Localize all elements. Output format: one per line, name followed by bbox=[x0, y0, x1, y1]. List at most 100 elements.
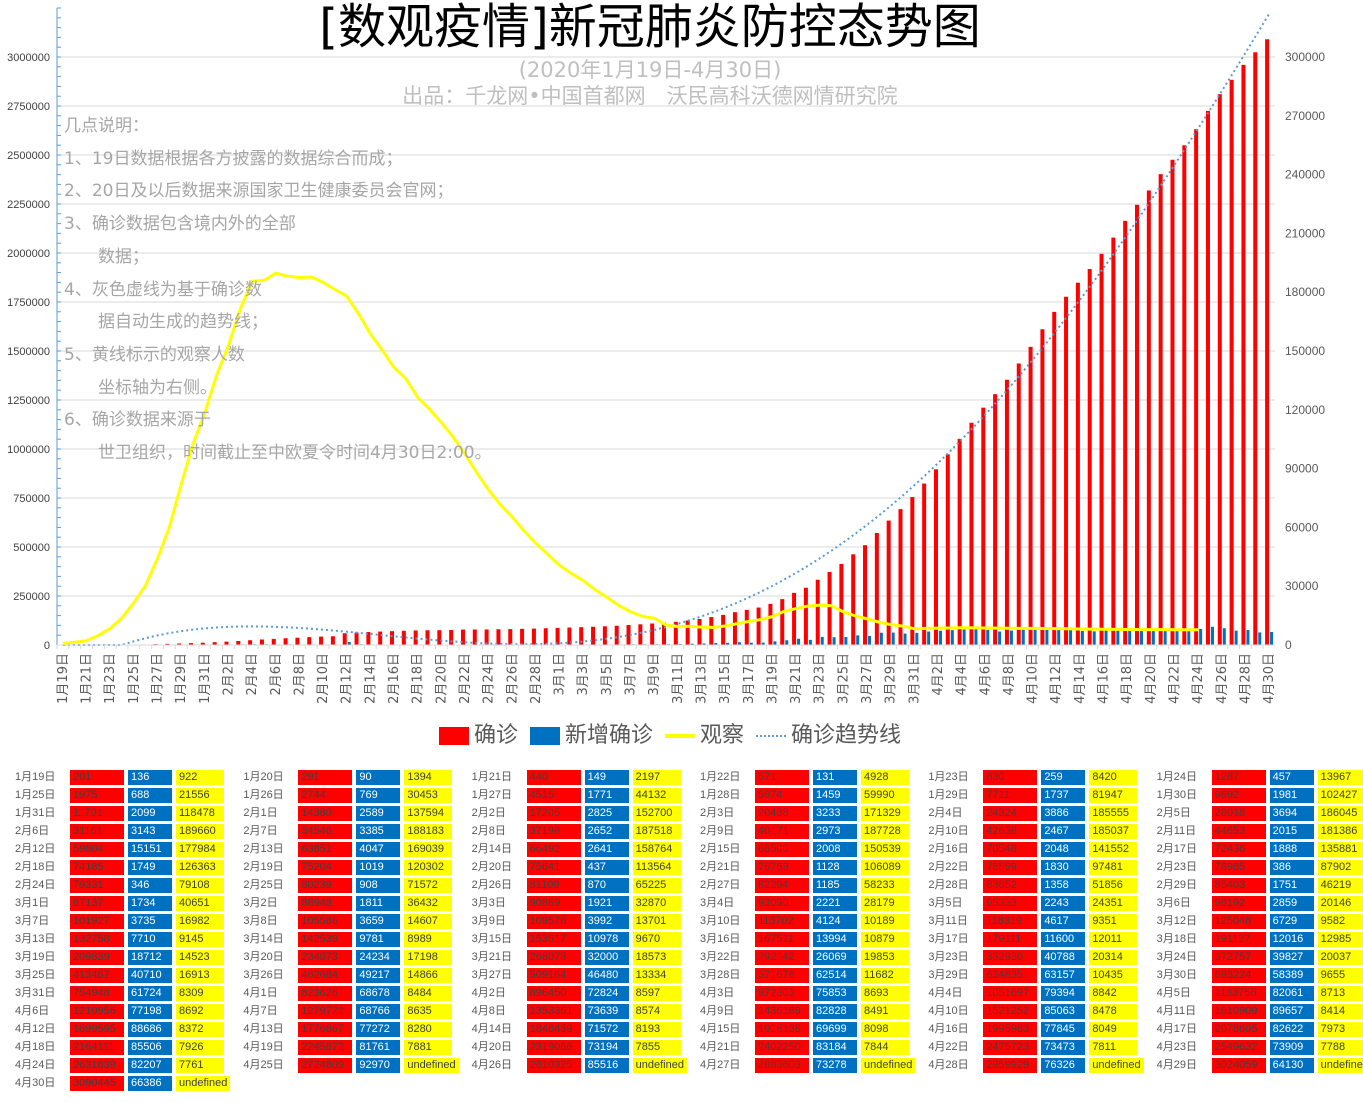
label-new-confirmed: 2048 bbox=[1041, 842, 1085, 857]
note-line: 4、灰色虚线为基于确诊数 bbox=[64, 274, 492, 307]
label-new-confirmed: 3233 bbox=[813, 806, 857, 821]
chart-subtitle: (2020年1月19日-4月30日) bbox=[0, 58, 1300, 82]
label-confirmed: 2078605 bbox=[1212, 1022, 1266, 1037]
label-new-confirmed: 2099 bbox=[128, 806, 172, 821]
label-observation: 28179 bbox=[861, 896, 909, 911]
label-observation: 9351 bbox=[1089, 914, 1137, 929]
legend-item-new[interactable]: 新增确诊 bbox=[530, 722, 653, 750]
label-date: 4月7日 bbox=[240, 1004, 294, 1019]
label-observation: 8478 bbox=[1089, 1004, 1137, 1019]
label-observation: 14607 bbox=[404, 914, 452, 929]
label-date: 2月16日 bbox=[925, 842, 979, 857]
label-observation: 59990 bbox=[861, 788, 909, 803]
label-observation: 79108 bbox=[176, 878, 224, 893]
label-new-confirmed: 73909 bbox=[1270, 1040, 1314, 1055]
bar-confirmed bbox=[958, 439, 962, 645]
left-tick-label: 2500000 bbox=[7, 150, 50, 162]
legend-item-observation[interactable]: 观察 bbox=[665, 722, 744, 750]
label-confirmed: 85403 bbox=[1212, 878, 1266, 893]
bar-new-confirmed bbox=[1069, 630, 1072, 645]
x-tick-label: 2月8日 bbox=[292, 653, 307, 696]
label-confirmed: 2402250 bbox=[755, 1040, 809, 1055]
label-new-confirmed: 68766 bbox=[356, 1004, 400, 1019]
label-date: 1月25日 bbox=[12, 788, 66, 803]
label-confirmed: 132758 bbox=[70, 932, 124, 947]
label-date: 3月5日 bbox=[925, 896, 979, 911]
label-new-confirmed: 2652 bbox=[585, 824, 629, 839]
left-tick-label: 2000000 bbox=[7, 248, 50, 260]
label-observation: 8098 bbox=[861, 1022, 909, 1037]
label-date: 4月1日 bbox=[240, 986, 294, 1001]
label-observation: 118478 bbox=[176, 806, 224, 821]
label-new-confirmed: 1019 bbox=[356, 860, 400, 875]
label-confirmed: 68500 bbox=[755, 842, 809, 857]
bar-new-confirmed bbox=[833, 637, 836, 645]
label-new-confirmed: 4617 bbox=[1041, 914, 1085, 929]
label-new-confirmed: 71572 bbox=[585, 1022, 629, 1037]
bar-new-confirmed bbox=[1045, 627, 1048, 645]
label-confirmed: 509164 bbox=[527, 968, 581, 983]
chart-title: [数观疫情]新冠肺炎防控态势图 bbox=[0, 0, 1300, 54]
label-observation: 14523 bbox=[176, 950, 224, 965]
label-date: 3月29日 bbox=[925, 968, 979, 983]
legend-label: 确诊趋势线 bbox=[791, 722, 901, 750]
bar-confirmed bbox=[1194, 129, 1198, 645]
label-confirmed: 754948 bbox=[70, 986, 124, 1001]
label-confirmed: 2164111 bbox=[70, 1040, 124, 1055]
x-tick-label: 3月23日 bbox=[813, 653, 828, 704]
legend-item-confirmed[interactable]: 确诊 bbox=[439, 722, 518, 750]
label-confirmed: 372757 bbox=[1212, 950, 1266, 965]
label-confirmed: 90869 bbox=[527, 896, 581, 911]
label-observation: 8635 bbox=[404, 1004, 452, 1019]
data-label-entry: 4月29日302405964130undefined bbox=[1154, 1058, 1363, 1073]
legend-item-trendline[interactable]: 确诊趋势线 bbox=[756, 722, 901, 750]
label-date: 2月5日 bbox=[1154, 806, 1208, 821]
label-date: 1月28日 bbox=[697, 788, 751, 803]
bar-confirmed bbox=[437, 630, 441, 645]
label-new-confirmed: 82828 bbox=[813, 1004, 857, 1019]
label-new-confirmed: 10978 bbox=[585, 932, 629, 947]
bar-new-confirmed bbox=[785, 640, 788, 645]
label-new-confirmed: 73194 bbox=[585, 1040, 629, 1055]
label-observation: 1394 bbox=[404, 770, 452, 785]
label-new-confirmed: 1459 bbox=[813, 788, 857, 803]
right-axis: 0300006000090000120000150000180000210000… bbox=[1285, 50, 1325, 652]
label-confirmed: 79331 bbox=[70, 878, 124, 893]
label-new-confirmed: 1830 bbox=[1041, 860, 1085, 875]
x-tick-label: 4月24日 bbox=[1191, 653, 1206, 704]
label-confirmed: 291 bbox=[298, 770, 352, 785]
label-new-confirmed: 46480 bbox=[585, 968, 629, 983]
bar-confirmed bbox=[1064, 297, 1068, 645]
label-date: 4月2日 bbox=[469, 986, 523, 1001]
label-date: 3月28日 bbox=[697, 968, 751, 983]
label-observation: 8193 bbox=[633, 1022, 681, 1037]
label-new-confirmed: 131 bbox=[813, 770, 857, 785]
label-date: 2月1日 bbox=[240, 806, 294, 821]
label-observation: 30453 bbox=[404, 788, 452, 803]
label-new-confirmed: 1734 bbox=[128, 896, 172, 911]
bar-new-confirmed bbox=[1022, 629, 1025, 645]
label-observation: 8597 bbox=[633, 986, 681, 1001]
label-observation: 51856 bbox=[1089, 878, 1137, 893]
label-confirmed: 2475723 bbox=[983, 1040, 1037, 1055]
label-confirmed: 167511 bbox=[755, 932, 809, 947]
label-confirmed: 4515 bbox=[527, 788, 581, 803]
bar-confirmed bbox=[1206, 111, 1210, 645]
bar-confirmed bbox=[863, 545, 867, 645]
note-line: 据自动生成的趋势线； bbox=[64, 306, 492, 339]
